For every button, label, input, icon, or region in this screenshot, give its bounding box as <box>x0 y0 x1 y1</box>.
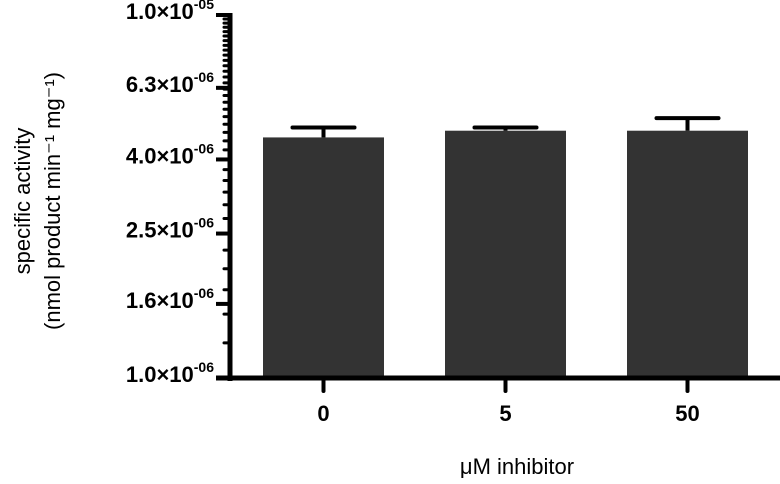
bar <box>445 130 566 378</box>
y-axis-title-line2: (nmol product min⁻¹ mg⁻¹) <box>40 72 65 330</box>
y-tick-label: 1.6×10-06 <box>126 285 214 313</box>
x-tick-label: 5 <box>499 401 511 426</box>
y-tick-label: 1.0×10-05 <box>126 0 214 24</box>
y-axis-title-line1: specific activity <box>10 128 35 275</box>
y-tick-label: 4.0×10-06 <box>126 140 214 168</box>
x-axis-tick-labels: 0 5 50 <box>317 376 700 426</box>
y-axis-tick-labels: 1.0×10-05 6.3×10-06 4.0×10-06 2.5×10-06 1.6×… <box>126 0 230 387</box>
y-tick-label: 6.3×10-06 <box>126 69 214 97</box>
x-tick-label: 0 <box>317 401 329 426</box>
y-tick-label: 2.5×10-06 <box>126 215 214 243</box>
x-tick-label: 50 <box>675 401 699 426</box>
bar <box>627 130 748 378</box>
x-axis-title: μM inhibitor <box>460 454 574 479</box>
error-bars <box>290 116 721 138</box>
bar <box>263 137 384 378</box>
bars <box>263 130 748 378</box>
y-tick-label: 1.0×10-06 <box>126 359 214 387</box>
